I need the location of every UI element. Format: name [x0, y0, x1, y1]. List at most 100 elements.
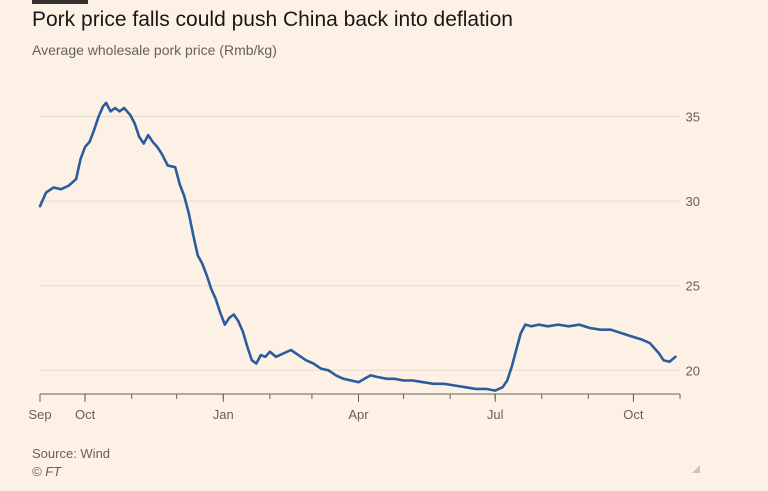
data-point — [52, 186, 55, 189]
data-point — [138, 136, 140, 138]
data-point — [166, 164, 169, 167]
data-point — [75, 178, 77, 180]
x-axis: Sep Oct Jan Apr Jul Oct — [28, 393, 681, 422]
data-point — [123, 107, 125, 109]
data-point — [369, 374, 372, 377]
data-point — [105, 102, 107, 104]
data-point — [45, 191, 47, 194]
y-tick-label: 35 — [686, 109, 700, 124]
data-point — [88, 141, 91, 143]
data-point — [264, 356, 267, 358]
y-tick-label: 30 — [686, 194, 700, 209]
data-point — [363, 378, 366, 380]
data-point — [578, 323, 581, 326]
data-point — [118, 110, 121, 113]
data-point — [151, 141, 154, 143]
data-point — [97, 115, 100, 118]
data-point — [538, 323, 540, 326]
data-point — [674, 356, 677, 358]
data-point — [547, 325, 549, 328]
grid-lines — [40, 115, 680, 371]
data-point — [93, 129, 95, 131]
data-point — [506, 379, 509, 382]
data-point — [84, 146, 86, 148]
data-point — [620, 332, 623, 334]
data-point — [501, 386, 504, 389]
data-point — [79, 158, 82, 160]
data-point — [297, 354, 300, 356]
y-tick-label: 20 — [686, 363, 700, 378]
data-point — [520, 332, 522, 334]
data-point — [357, 381, 360, 384]
data-point — [610, 328, 612, 331]
data-point — [515, 349, 517, 351]
data-point — [60, 188, 62, 190]
data-point — [187, 212, 190, 214]
data-point — [524, 323, 527, 326]
data-point — [453, 384, 456, 387]
data-point — [183, 195, 185, 197]
data-point — [530, 325, 533, 328]
data-point — [237, 320, 240, 323]
x-tick-label: Sep — [28, 407, 51, 422]
x-tick-label: Apr — [348, 407, 369, 422]
data-point — [224, 323, 226, 326]
data-point — [233, 313, 235, 316]
x-tick-label: Jan — [213, 407, 234, 422]
data-point — [201, 262, 204, 265]
data-point — [39, 205, 41, 207]
series-layer — [38, 101, 677, 392]
data-point — [510, 366, 513, 368]
data-point — [114, 107, 116, 109]
series-line — [38, 101, 677, 392]
data-point — [290, 349, 292, 351]
data-point — [432, 383, 435, 385]
data-point — [67, 185, 70, 187]
data-point — [386, 378, 388, 380]
data-point — [335, 374, 337, 377]
data-point — [649, 342, 651, 345]
data-point — [192, 234, 194, 236]
data-point — [147, 134, 149, 136]
data-point — [494, 389, 497, 392]
data-point — [160, 152, 163, 155]
data-point — [668, 361, 671, 363]
y-axis: 20 25 30 35 — [686, 109, 700, 378]
data-point — [102, 105, 104, 108]
data-point — [206, 274, 208, 277]
data-point — [228, 317, 231, 319]
data-point — [246, 345, 249, 348]
x-tick-label: Oct — [75, 407, 96, 422]
chart-subtitle: Average wholesale pork price (Rmb/kg) — [32, 42, 277, 58]
data-point — [215, 298, 217, 301]
data-point — [260, 354, 262, 356]
data-point — [641, 339, 644, 341]
series-points — [39, 102, 677, 392]
data-point — [251, 359, 253, 362]
y-tick-label: 25 — [686, 279, 700, 294]
data-point — [411, 379, 414, 382]
data-point — [464, 386, 467, 389]
data-point — [568, 325, 570, 328]
data-point — [422, 381, 424, 384]
data-point — [631, 335, 633, 338]
chart-title: Pork price falls could push China back i… — [32, 8, 513, 31]
data-point — [589, 327, 591, 329]
resize-handle-icon — [692, 465, 700, 473]
data-point — [305, 359, 307, 362]
data-point — [377, 376, 379, 378]
data-point — [474, 388, 477, 390]
data-point — [109, 110, 112, 113]
data-point — [557, 323, 560, 326]
data-point — [196, 254, 199, 256]
data-point — [210, 288, 213, 290]
data-point — [174, 166, 176, 168]
top-rule — [32, 0, 88, 4]
source-note: Source: Wind — [32, 446, 111, 461]
data-point — [662, 359, 665, 362]
data-point — [320, 367, 322, 370]
data-point — [269, 350, 271, 353]
data-point — [255, 362, 258, 365]
data-point — [275, 356, 277, 358]
